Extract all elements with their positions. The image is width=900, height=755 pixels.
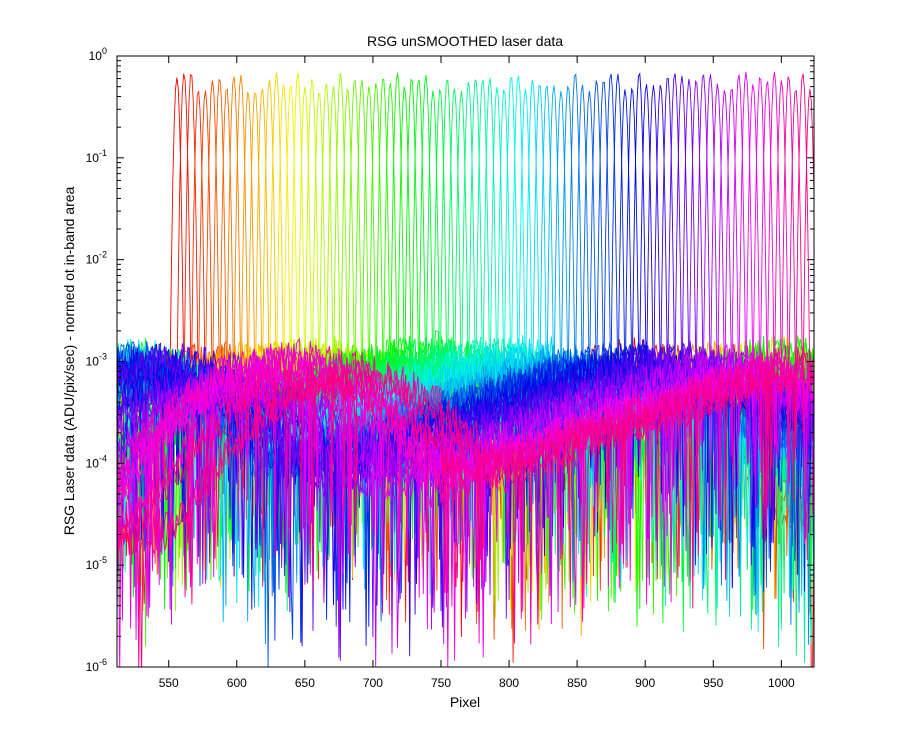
- y-tick-label: 100: [89, 46, 107, 63]
- x-tick-label: 650: [295, 676, 315, 690]
- y-axis-label: RSG Laser data (ADU/pix/sec) - normed ot…: [61, 186, 77, 535]
- x-tick-label: 1000: [768, 676, 795, 690]
- x-tick-label: 750: [431, 676, 451, 690]
- y-tick-label: 10-2: [86, 250, 107, 267]
- y-tick-label: 10-6: [86, 657, 107, 674]
- x-axis-label: Pixel: [450, 694, 480, 710]
- y-tick-label: 10-4: [86, 453, 107, 470]
- series-layer: [117, 71, 814, 667]
- y-tick-label: 10-5: [86, 555, 107, 572]
- x-tick-label: 900: [635, 676, 655, 690]
- x-tick-label: 800: [499, 676, 519, 690]
- x-tick-label: 950: [703, 676, 723, 690]
- y-tick-label: 10-3: [86, 352, 107, 369]
- series-line: [117, 73, 814, 667]
- x-tick-label: 700: [363, 676, 383, 690]
- x-tick-label: 850: [567, 676, 587, 690]
- chart-title: RSG unSMOOTHED laser data: [367, 33, 563, 49]
- x-tick-label: 550: [159, 676, 179, 690]
- series-line: [117, 89, 814, 667]
- y-tick-label: 10-1: [86, 148, 107, 165]
- x-tick-label: 600: [227, 676, 247, 690]
- ticks-layer: 550 600 650 700 750 800 850 900 950 1000 100 10-1 10…: [86, 46, 814, 690]
